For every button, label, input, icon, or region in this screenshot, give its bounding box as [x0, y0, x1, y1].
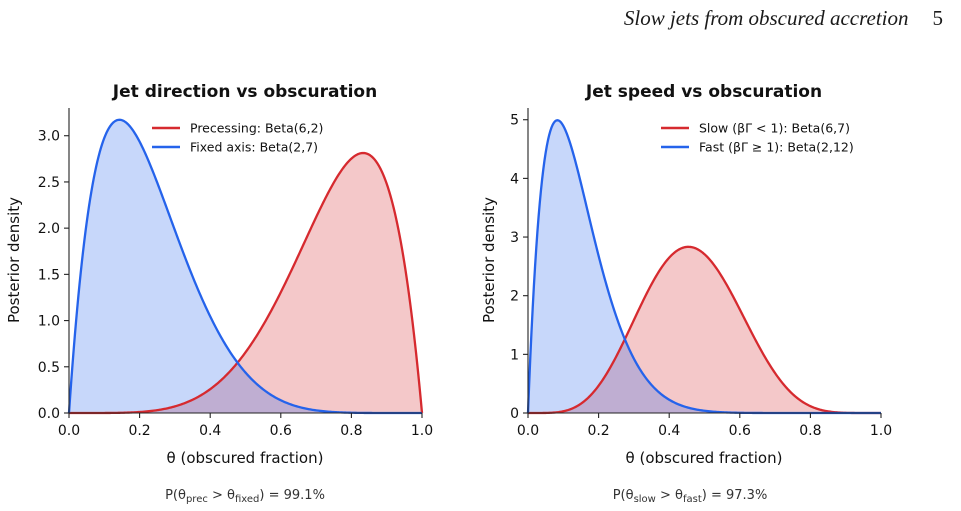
- x-tick-label: 0.6: [270, 423, 292, 439]
- panel-title: Jet speed vs obscuration: [585, 82, 822, 102]
- series-area-0: [528, 246, 881, 413]
- panel-jet-direction: Jet direction vs obscuration Posterior d…: [5, 82, 433, 505]
- x-tick-label: 0.4: [199, 423, 221, 439]
- legend-label-0: Precessing: Beta(6,2): [190, 121, 323, 136]
- x-tick-label: 0.8: [340, 423, 362, 439]
- x-tick-label: 0.6: [729, 423, 751, 439]
- running-head-title: Slow jets from obscured accretion: [623, 6, 909, 30]
- y-tick-label: 0: [510, 406, 519, 422]
- y-tick-label: 3.0: [38, 129, 60, 145]
- y-tick-label: 2.5: [38, 175, 60, 191]
- y-tick-label: 3: [510, 230, 519, 246]
- x-tick-label: 0.2: [128, 423, 150, 439]
- series-line-0: [528, 245, 881, 415]
- y-tick-label: 4: [510, 171, 519, 187]
- series-area-1: [69, 119, 422, 413]
- y-tick-label: 5: [510, 113, 519, 129]
- x-tick-label: 0.0: [517, 423, 539, 439]
- x-axis-label: θ (obscured fraction): [626, 449, 783, 467]
- panel-title: Jet direction vs obscuration: [112, 82, 377, 102]
- y-tick-label: 2: [510, 289, 519, 305]
- series-area-0: [69, 153, 422, 413]
- y-axis-label: Posterior density: [480, 197, 498, 323]
- x-tick-label: 1.0: [870, 423, 892, 439]
- running-head: Slow jets from obscured accretion 5: [624, 6, 943, 31]
- x-tick-label: 0.2: [587, 423, 609, 439]
- y-tick-label: 1.5: [38, 267, 60, 283]
- x-axis-label: θ (obscured fraction): [167, 449, 324, 467]
- y-tick-label: 0.0: [38, 406, 60, 422]
- x-tick-label: 0.0: [58, 423, 80, 439]
- page-number: 5: [932, 6, 944, 30]
- x-tick-label: 1.0: [411, 423, 433, 439]
- y-tick-label: 1.0: [38, 314, 60, 330]
- x-tick-label: 0.8: [799, 423, 821, 439]
- series-area-1: [528, 120, 881, 413]
- y-axis-label: Posterior density: [5, 197, 23, 323]
- legend-label-0: Slow (βΓ < 1): Beta(6,7): [699, 121, 850, 136]
- legend-label-1: Fast (βΓ ≥ 1): Beta(2,12): [699, 140, 854, 155]
- probability-annotation: P(θslow > θfast) = 97.3%: [613, 488, 768, 505]
- x-tick-label: 0.4: [658, 423, 680, 439]
- legend-label-1: Fixed axis: Beta(2,7): [190, 140, 318, 155]
- probability-annotation: P(θprec > θfixed) = 99.1%: [165, 488, 325, 505]
- y-tick-label: 1: [510, 347, 519, 363]
- y-tick-label: 2.0: [38, 221, 60, 237]
- y-tick-label: 0.5: [38, 360, 60, 376]
- panel-jet-speed: Jet speed vs obscuration Posterior densi…: [480, 82, 892, 505]
